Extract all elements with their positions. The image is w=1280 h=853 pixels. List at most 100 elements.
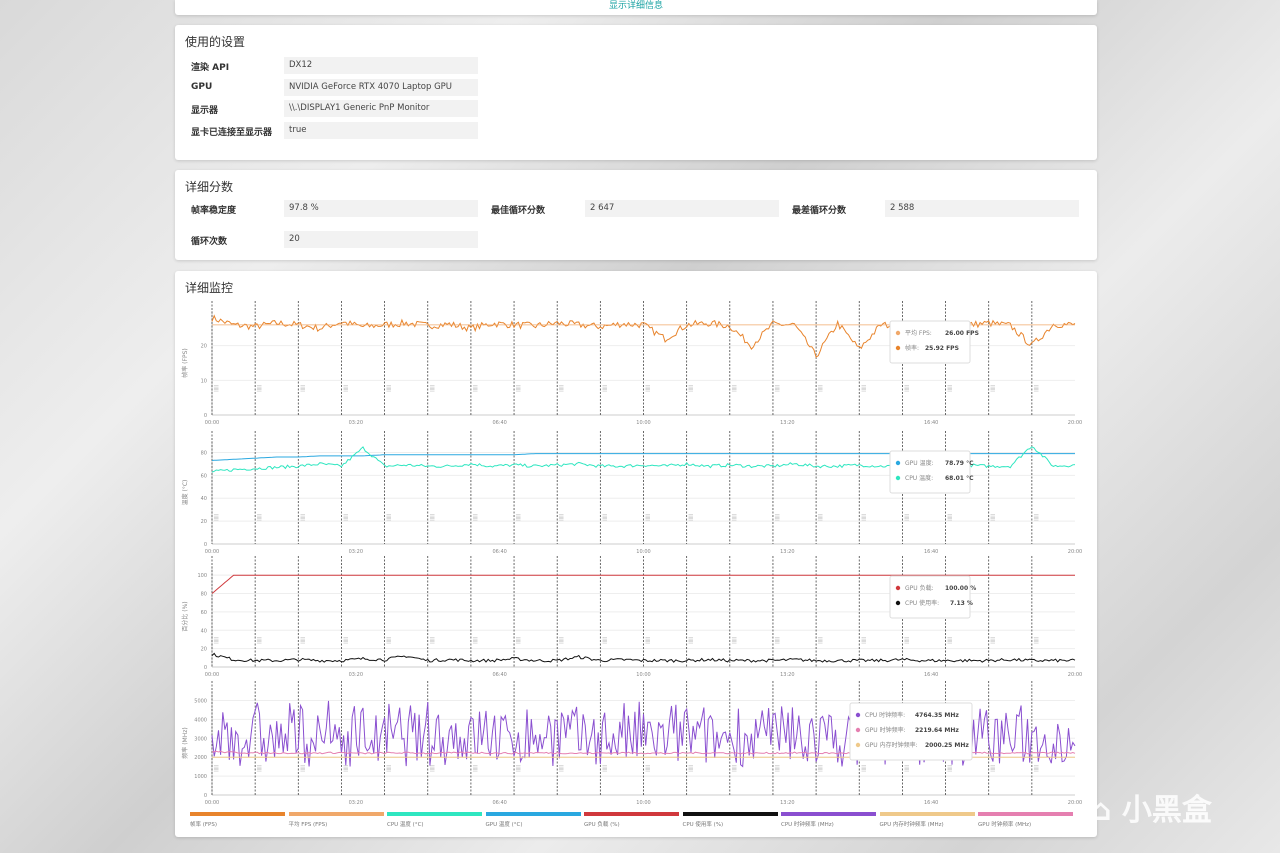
tooltip-value: 2219.64 MHz [915,727,959,734]
x-tick-label: 00:00 [205,549,219,555]
y-axis-label: 频率 (MHz) [181,727,189,758]
x-tick-label: 10:00 [636,800,650,806]
setting-label: 显卡已连接至显示器 [191,127,273,138]
tooltip-label: GPU 时钟频率: [865,726,906,734]
legend-item[interactable]: CPU 时钟频率 (MHz) [781,812,876,828]
loop-marker-label: ||||| [948,637,953,644]
loop-marker-label: ||||| [473,637,478,644]
monitor-panel: 详细监控 0 10 20 帧率 (FPS) 00:00 03:20 06:40 10:00 13… [175,271,1097,837]
x-tick-label: 10:00 [636,420,650,426]
loop-marker-label: ||||| [257,765,262,772]
tooltip-dot [895,345,901,351]
loop-marker-label: ||||| [861,514,866,521]
loop-marker-label: ||||| [473,765,478,772]
legend-item[interactable]: GPU 负载 (%) [584,812,679,828]
legend-label: 帧率 (FPS) [190,822,218,828]
y-axis-label: 温度 (°C) [181,480,189,506]
loop-marker-label: ||||| [257,385,262,392]
loop-marker-label: ||||| [602,637,607,644]
loop-marker-label: ||||| [387,765,392,772]
loop-marker-label: ||||| [257,514,262,521]
loop-marker-label: ||||| [430,765,435,772]
x-tick-label: 06:40 [492,549,506,555]
loop-marker-label: ||||| [732,765,737,772]
y-tick-label: 80 [201,450,207,456]
loop-marker-label: ||||| [300,514,305,521]
settings-title: 使用的设置 [185,35,246,49]
tooltip [889,450,971,494]
legend-item[interactable]: GPU 内存时钟频率 (MHz) [879,812,975,828]
score-value: 2 588 [885,200,1079,217]
loop-marker-label: ||||| [948,385,953,392]
tooltip-label: GPU 负载: [905,584,934,592]
x-tick-label: 13:20 [780,420,794,426]
loop-marker-label: ||||| [387,514,392,521]
tooltip-dot [895,585,901,591]
legend-item[interactable]: GPU 温度 (°C) [485,812,581,828]
legend-item[interactable]: 平均 FPS (FPS) [288,812,384,828]
loop-marker-label: ||||| [602,514,607,521]
loop-marker-label: ||||| [991,765,996,772]
series-line-cpu_util [211,652,1076,663]
x-tick-label: 03:20 [349,800,363,806]
details-panel: 显示详细信息 [175,0,1097,15]
loop-marker-label: ||||| [818,514,823,521]
y-tick-label: 0 [204,665,207,671]
loop-marker-label: ||||| [775,637,780,644]
settings-panel: 使用的设置 渲染 API DX12 GPU NVIDIA GeForce RTX 40… [175,25,1097,160]
x-tick-label: 00:00 [205,420,219,426]
loop-marker-label: ||||| [343,385,348,392]
tooltip-label: GPU 内存时钟频率: [865,741,918,749]
loop-marker-label: ||||| [991,385,996,392]
monitor-title: 详细监控 [185,281,234,295]
loop-marker-label: ||||| [1034,385,1039,392]
loop-marker-label: ||||| [214,514,219,521]
loop-marker-label: ||||| [904,765,909,772]
x-tick-label: 20:00 [1068,420,1082,426]
y-tick-label: 0 [204,793,207,799]
loop-marker-label: ||||| [689,385,694,392]
legend-item[interactable]: CPU 使用率 (%) [682,812,778,828]
loop-marker-label: ||||| [343,637,348,644]
legend-item[interactable]: CPU 温度 (°C) [387,812,482,828]
loop-marker-label: ||||| [904,637,909,644]
x-tick-label: 00:00 [205,672,219,678]
loop-marker-label: ||||| [689,637,694,644]
loop-marker-label: ||||| [387,637,392,644]
show-details-link[interactable]: 显示详细信息 [608,1,663,11]
loop-marker-label: ||||| [300,765,305,772]
x-tick-label: 06:40 [492,800,506,806]
loop-marker-label: ||||| [343,765,348,772]
loop-marker-label: ||||| [861,385,866,392]
tooltip [849,702,973,761]
score-label: 帧率稳定度 [191,206,237,216]
y-tick-label: 1000 [194,774,207,780]
legend-item[interactable]: 帧率 (FPS) [190,812,285,828]
y-tick-label: 60 [201,610,207,616]
x-tick-label: 00:00 [205,800,219,806]
x-tick-label: 13:20 [780,800,794,806]
legend-swatch [288,812,384,816]
y-axis-label: 百分比 (%) [181,601,189,631]
legend-label: GPU 时钟频率 (MHz) [978,822,1032,828]
x-tick-label: 20:00 [1068,672,1082,678]
x-tick-label: 10:00 [636,549,650,555]
score-label: 循环次数 [191,237,228,247]
tooltip-value: 100.00 % [945,585,976,592]
legend-swatch [879,812,975,816]
x-tick-label: 16:40 [924,800,938,806]
loop-marker-label: ||||| [689,765,694,772]
tooltip-value: 78.79 °C [945,460,974,467]
loop-marker-label: ||||| [473,514,478,521]
tooltip-label: CPU 使用率: [905,599,939,607]
y-tick-label: 3000 [194,736,207,742]
x-tick-label: 06:40 [492,672,506,678]
y-tick-label: 20 [201,519,207,525]
tooltip-label: 平均 FPS: [905,329,932,337]
loop-marker-label: ||||| [1034,765,1039,772]
tooltip-value: 2000.25 MHz [925,742,969,749]
loop-marker-label: ||||| [559,514,564,521]
legend-item[interactable]: GPU 时钟频率 (MHz) [978,812,1073,828]
loop-marker-label: ||||| [559,637,564,644]
x-tick-label: 16:40 [924,549,938,555]
